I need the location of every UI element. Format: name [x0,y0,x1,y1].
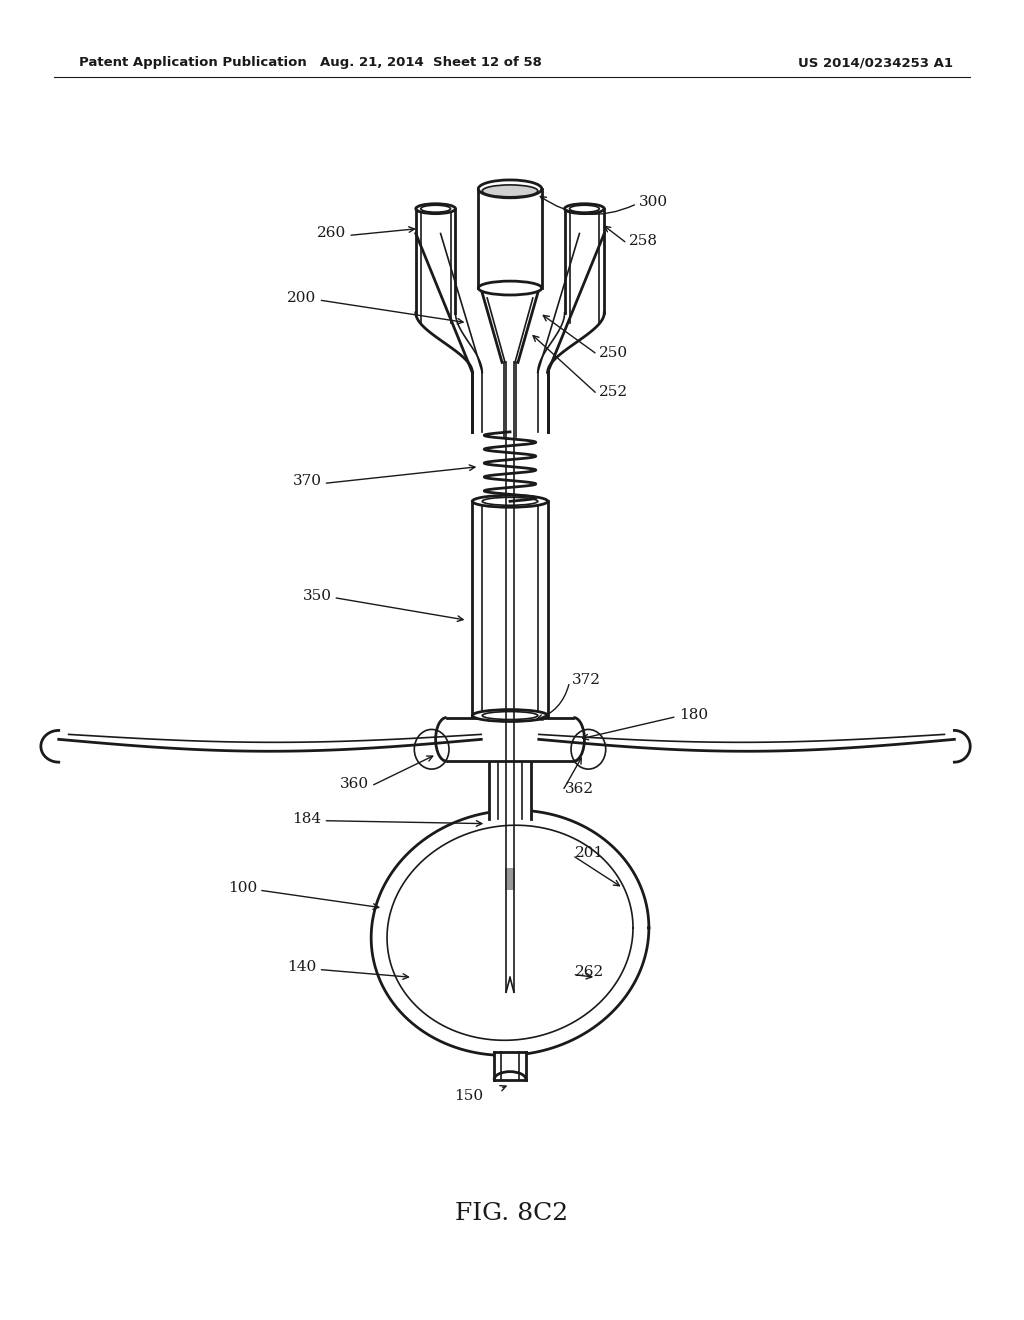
Polygon shape [495,1052,526,1080]
Text: US 2014/0234253 A1: US 2014/0234253 A1 [798,57,952,70]
Text: 372: 372 [571,673,600,686]
Text: 362: 362 [564,781,594,796]
Ellipse shape [569,205,599,213]
Text: 258: 258 [629,235,658,248]
Text: 100: 100 [228,882,257,895]
Text: 200: 200 [288,290,316,305]
Text: Aug. 21, 2014  Sheet 12 of 58: Aug. 21, 2014 Sheet 12 of 58 [319,57,542,70]
Text: 350: 350 [302,589,332,602]
Polygon shape [371,810,649,1056]
Text: 250: 250 [599,346,629,359]
Text: 150: 150 [454,1089,483,1104]
Polygon shape [470,367,550,432]
Polygon shape [478,189,542,288]
Polygon shape [472,372,548,432]
Ellipse shape [482,711,538,719]
Ellipse shape [415,730,449,770]
Text: 262: 262 [574,965,604,979]
Ellipse shape [482,185,538,197]
Ellipse shape [416,203,456,214]
Polygon shape [387,825,633,1040]
Ellipse shape [478,180,542,198]
Text: Patent Application Publication: Patent Application Publication [79,57,306,70]
Text: 180: 180 [679,708,708,722]
Text: 260: 260 [317,227,346,240]
Polygon shape [472,502,548,715]
Text: FIG. 8C2: FIG. 8C2 [456,1203,568,1225]
Polygon shape [446,718,573,762]
Ellipse shape [421,205,451,213]
Ellipse shape [482,498,538,506]
Ellipse shape [478,281,542,294]
Ellipse shape [564,203,604,214]
Ellipse shape [472,495,548,507]
Text: 300: 300 [639,195,668,209]
Text: 140: 140 [288,961,316,974]
Ellipse shape [571,730,606,770]
Text: 370: 370 [293,474,322,488]
Text: 184: 184 [293,812,322,826]
Ellipse shape [472,710,548,722]
Text: 201: 201 [574,846,604,861]
Bar [505,869,515,890]
Text: 252: 252 [599,385,629,399]
Polygon shape [489,744,530,818]
Text: 360: 360 [340,777,370,791]
